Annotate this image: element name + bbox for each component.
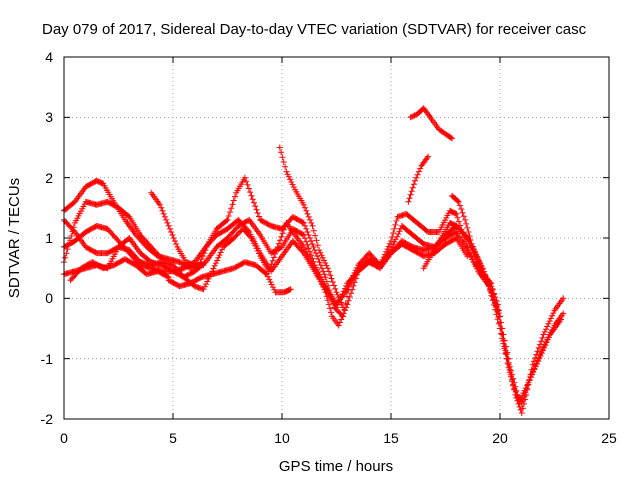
x-axis-label: GPS time / hours bbox=[279, 458, 393, 475]
series-track-11 bbox=[407, 105, 455, 142]
y-tick-label-0: 0 bbox=[45, 290, 53, 306]
y-tick-label-neg1: -1 bbox=[41, 351, 54, 367]
series-track-8 bbox=[165, 259, 294, 296]
plus-markers bbox=[276, 144, 346, 311]
plus-markers bbox=[405, 153, 432, 205]
y-tick-label-3: 3 bbox=[45, 109, 53, 125]
plus-markers bbox=[148, 189, 207, 269]
plus-markers bbox=[449, 192, 512, 362]
x-tick-label-10: 10 bbox=[274, 430, 290, 446]
series-track-5 bbox=[67, 256, 172, 284]
y-tick-label-4: 4 bbox=[45, 49, 53, 65]
x-tick-label-20: 20 bbox=[492, 430, 508, 446]
x-tick-label-0: 0 bbox=[60, 430, 68, 446]
ticks bbox=[63, 56, 610, 420]
x-tick-label-25: 25 bbox=[601, 430, 617, 446]
y-tick-label-1: 1 bbox=[45, 230, 53, 246]
data-series bbox=[61, 105, 567, 416]
series-track-7 bbox=[148, 189, 207, 269]
y-tick-label-neg2: -2 bbox=[41, 411, 54, 427]
grid bbox=[64, 57, 609, 419]
plus-markers bbox=[67, 256, 172, 284]
series-track-9 bbox=[276, 144, 346, 311]
x-tick-label-5: 5 bbox=[169, 430, 177, 446]
plus-markers bbox=[165, 259, 294, 296]
x-tick-label-15: 15 bbox=[383, 430, 399, 446]
chart-title: Day 079 of 2017, Sidereal Day-to-day VTE… bbox=[42, 21, 587, 38]
y-axis-label: SDTVAR / TECUs bbox=[6, 178, 23, 298]
series-track-10 bbox=[405, 153, 432, 205]
y-tick-label-2: 2 bbox=[45, 170, 53, 186]
series-track-13 bbox=[449, 192, 512, 362]
plus-markers bbox=[407, 105, 455, 142]
